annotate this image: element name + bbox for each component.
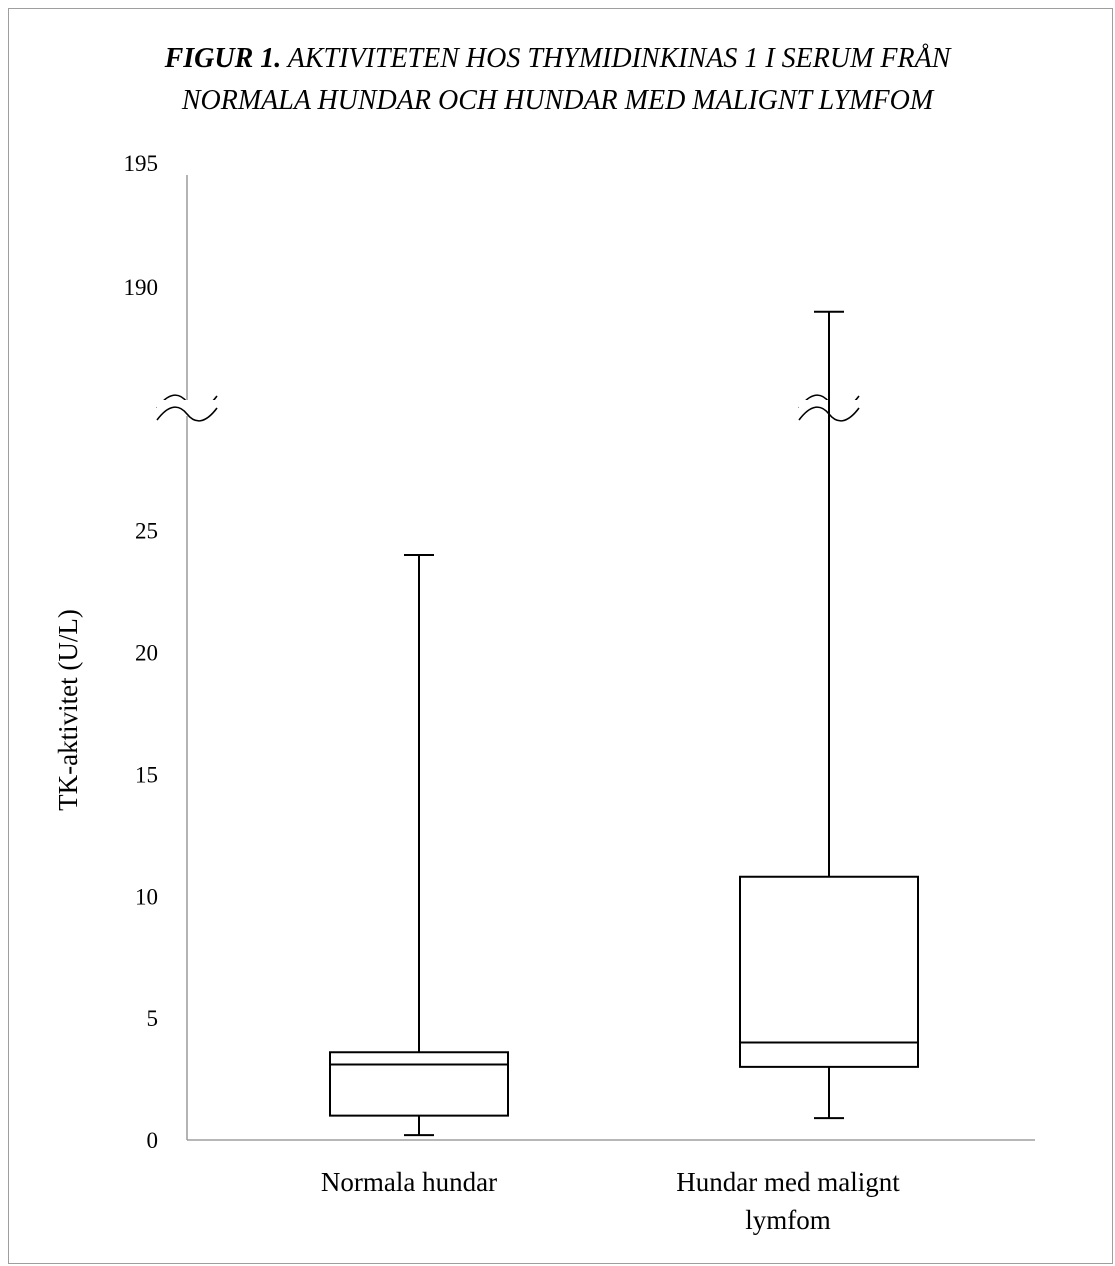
y-tick-label: 15 bbox=[135, 762, 158, 787]
y-axis-break-icon bbox=[156, 394, 218, 422]
chart-title: FIGUR 1. AKTIVITETEN HOS THYMIDINKINAS 1… bbox=[0, 38, 1115, 122]
y-tick-label: 5 bbox=[147, 1006, 159, 1031]
chart-frame bbox=[8, 8, 1113, 1264]
chart-title-line2: NORMALA HUNDAR OCH HUNDAR MED MALIGNT LY… bbox=[181, 85, 934, 116]
box-1 bbox=[329, 554, 509, 1137]
chart-title-lead: FIGUR 1. bbox=[164, 43, 282, 74]
y-tick-label: 195 bbox=[124, 151, 159, 176]
boxes-group bbox=[329, 310, 919, 1137]
y-tick-label: 0 bbox=[147, 1128, 159, 1153]
y-tick-labels: 0 5 10 15 20 25 190 195 bbox=[124, 151, 159, 1153]
iqr-box bbox=[329, 1051, 509, 1117]
y-axis-label: TK-aktivitet (U/L) bbox=[53, 609, 83, 811]
y-tick-label: 190 bbox=[124, 275, 159, 300]
chart-title-rest: AKTIVITETEN HOS THYMIDINKINAS 1 I SERUM … bbox=[287, 43, 951, 74]
category-label: Normala hundar bbox=[321, 1167, 497, 1197]
y-tick-label: 20 bbox=[135, 641, 158, 666]
y-tick-label: 10 bbox=[135, 884, 158, 909]
chart-title-line1: FIGUR 1. AKTIVITETEN HOS THYMIDINKINAS 1… bbox=[0, 38, 1115, 80]
axis-break-wave-2 bbox=[156, 406, 218, 422]
box-2 bbox=[739, 310, 919, 1120]
axis-break-mask bbox=[157, 400, 217, 416]
iqr-box bbox=[739, 875, 919, 1068]
category-label: lymfom bbox=[745, 1205, 831, 1235]
category-label: Hundar med malignt bbox=[676, 1167, 900, 1197]
category-labels: Normala hundar Hundar med malignt lymfom bbox=[321, 1167, 900, 1235]
y-tick-label: 25 bbox=[135, 519, 158, 544]
